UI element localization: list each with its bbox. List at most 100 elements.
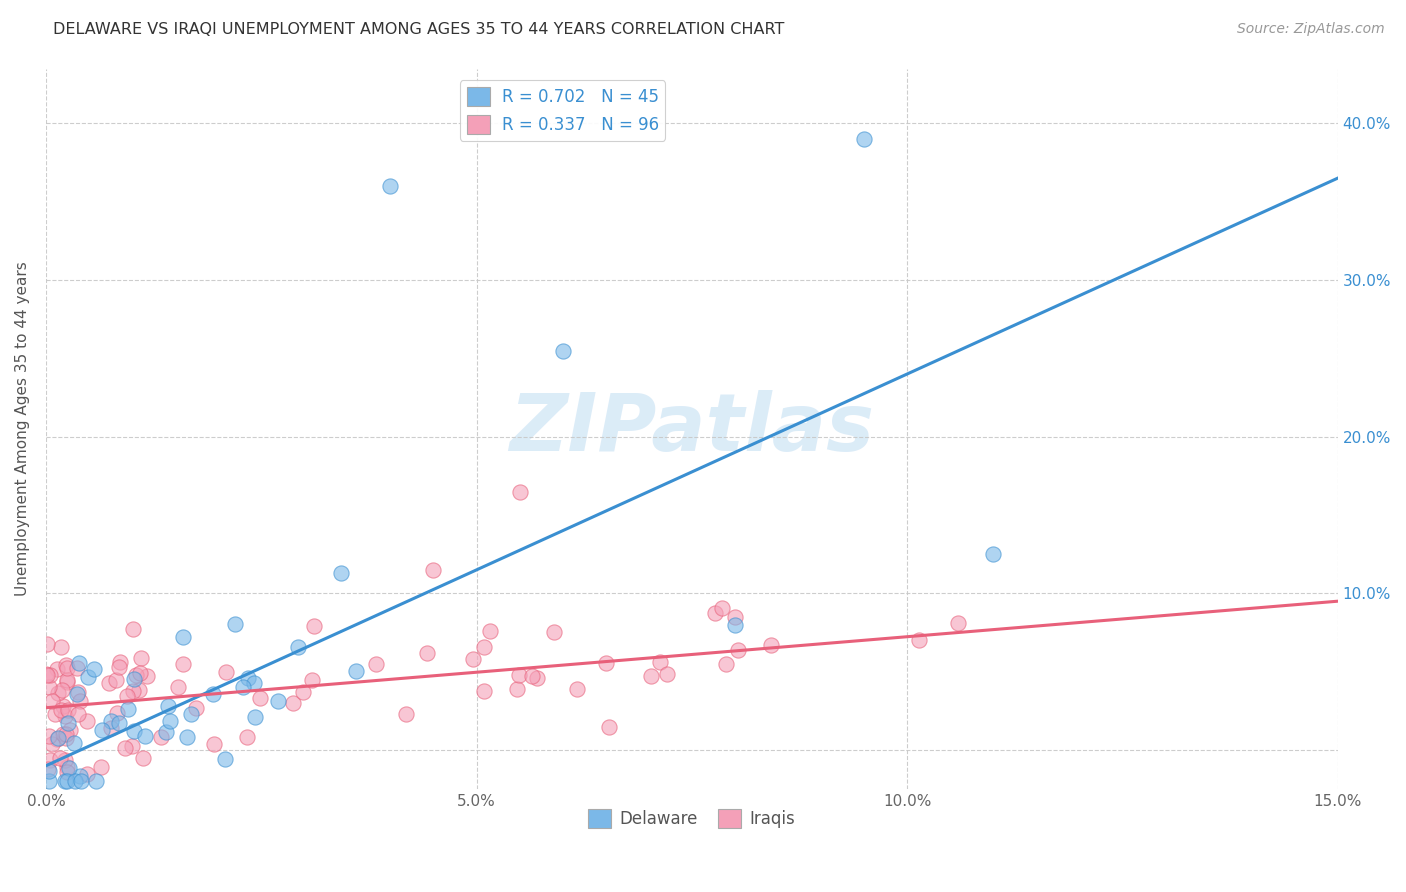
Text: DELAWARE VS IRAQI UNEMPLOYMENT AMONG AGES 35 TO 44 YEARS CORRELATION CHART: DELAWARE VS IRAQI UNEMPLOYMENT AMONG AGE… (53, 22, 785, 37)
Point (67, 656, 90, 670)
Point (63, 736, 86, 750)
Point (224, 616, 246, 631)
Point (172, 657, 194, 671)
Point (90, 760, 112, 774)
Point (948, 615, 970, 630)
Point (66, 687, 89, 701)
Point (131, 650, 153, 665)
Point (180, 706, 202, 721)
Point (117, 701, 139, 715)
Point (472, 684, 495, 698)
Point (595, 657, 617, 671)
Point (56, 675, 79, 690)
Point (710, 601, 733, 615)
Point (105, 706, 128, 720)
Point (51, 683, 73, 698)
Point (121, 739, 143, 754)
Point (105, 673, 128, 687)
Point (56, 716, 79, 731)
Point (655, 667, 678, 681)
Point (49, 703, 72, 717)
Point (55, 760, 77, 774)
Point (52, 698, 75, 713)
Point (232, 681, 254, 695)
Point (76, 766, 98, 780)
Point (38, 764, 60, 779)
Point (981, 547, 1004, 561)
Point (714, 657, 737, 671)
Point (463, 652, 485, 666)
Point (35, 667, 58, 681)
Point (184, 701, 207, 715)
Point (172, 630, 194, 644)
Point (724, 610, 747, 624)
Point (66, 706, 89, 721)
Point (344, 664, 367, 678)
Point (565, 682, 588, 697)
Point (45, 731, 67, 746)
Point (149, 731, 172, 745)
Point (236, 731, 259, 745)
Point (422, 563, 444, 577)
Point (90, 723, 112, 737)
Point (69, 769, 91, 783)
Point (37, 636, 59, 650)
Point (41, 693, 63, 707)
Point (35, 667, 58, 681)
Point (129, 665, 152, 680)
Point (121, 623, 143, 637)
Point (124, 672, 146, 686)
Point (53, 774, 76, 789)
Point (281, 696, 304, 710)
Point (98, 676, 121, 690)
Point (122, 723, 145, 738)
Text: Source: ZipAtlas.com: Source: ZipAtlas.com (1237, 22, 1385, 37)
Point (58, 761, 80, 775)
Point (66, 661, 89, 675)
Point (640, 669, 662, 683)
Point (302, 618, 325, 632)
Point (38, 753, 60, 767)
Point (110, 656, 132, 670)
Point (56, 703, 79, 717)
Point (243, 676, 266, 690)
Point (55, 731, 77, 746)
Point (46, 662, 69, 676)
Point (38, 681, 60, 695)
Point (53, 753, 76, 767)
Point (761, 638, 783, 652)
Point (727, 643, 749, 657)
Point (46, 731, 69, 746)
Point (249, 690, 271, 705)
Point (51, 640, 73, 655)
Point (38, 729, 60, 743)
Point (49, 751, 72, 765)
Point (329, 566, 352, 580)
Point (526, 671, 548, 685)
Point (63, 774, 86, 789)
Point (159, 714, 181, 729)
Y-axis label: Unemployment Among Ages 35 to 44 years: Unemployment Among Ages 35 to 44 years (15, 261, 30, 596)
Point (508, 668, 530, 682)
Point (69, 774, 91, 789)
Point (76, 714, 98, 728)
Point (39, 667, 62, 681)
Point (724, 617, 747, 632)
Point (55, 727, 77, 741)
Point (37, 763, 59, 777)
Point (56, 660, 79, 674)
Point (908, 633, 931, 648)
Point (41, 737, 63, 751)
Point (245, 710, 267, 724)
Text: ZIPatlas: ZIPatlas (509, 390, 875, 468)
Point (134, 729, 156, 743)
Point (543, 625, 565, 640)
Point (853, 132, 876, 146)
Point (478, 624, 501, 638)
Point (84, 774, 107, 789)
Point (53, 709, 76, 723)
Point (704, 606, 727, 620)
Point (121, 684, 143, 698)
Point (100, 714, 122, 728)
Point (416, 646, 439, 660)
